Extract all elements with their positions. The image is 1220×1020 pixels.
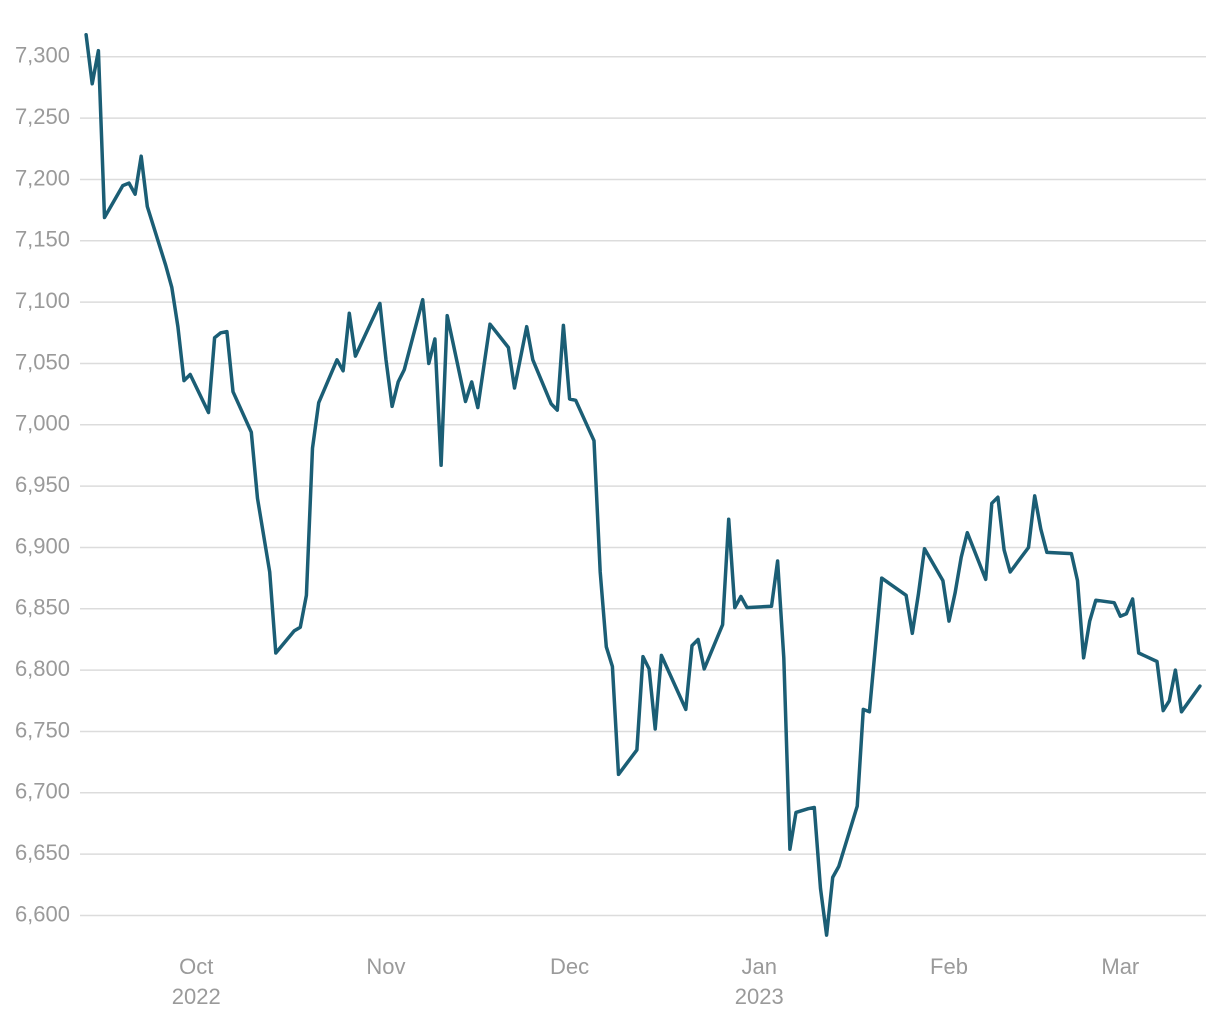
x-tick-label: Feb	[930, 954, 968, 979]
y-tick-label: 7,300	[15, 43, 70, 68]
x-tick-label: Mar	[1101, 954, 1139, 979]
x-tick-label: Jan	[742, 954, 777, 979]
y-gridlines	[80, 56, 1206, 917]
y-tick-label: 6,900	[15, 533, 70, 558]
y-tick-label: 6,950	[15, 472, 70, 497]
y-tick-label: 7,250	[15, 104, 70, 129]
y-tick-label: 6,850	[15, 595, 70, 620]
y-tick-label: 7,000	[15, 411, 70, 436]
y-tick-label: 7,200	[15, 165, 70, 190]
x-tick-year-label: 2023	[735, 984, 784, 1009]
x-tick-year-label: 2022	[172, 984, 221, 1009]
series-line	[84, 32, 1202, 937]
x-tick-label: Nov	[366, 954, 405, 979]
y-tick-label: 6,800	[15, 656, 70, 681]
x-tick-label: Oct	[179, 954, 213, 979]
y-tick-label: 7,050	[15, 349, 70, 374]
y-tick-label: 6,750	[15, 717, 70, 742]
y-tick-label: 6,600	[15, 901, 70, 926]
x-axis-labels: Oct 2022 Nov Dec Jan 2023 Feb Mar	[172, 954, 1139, 1009]
y-tick-label: 6,700	[15, 779, 70, 804]
y-tick-label: 6,650	[15, 840, 70, 865]
y-axis-labels: 6,600 6,650 6,700 6,750 6,800 6,850 6,900 6,950…	[15, 43, 70, 927]
plot-area	[84, 32, 1202, 937]
x-tick-label: Dec	[550, 954, 589, 979]
y-tick-label: 7,150	[15, 227, 70, 252]
y-tick-label: 7,100	[15, 288, 70, 313]
